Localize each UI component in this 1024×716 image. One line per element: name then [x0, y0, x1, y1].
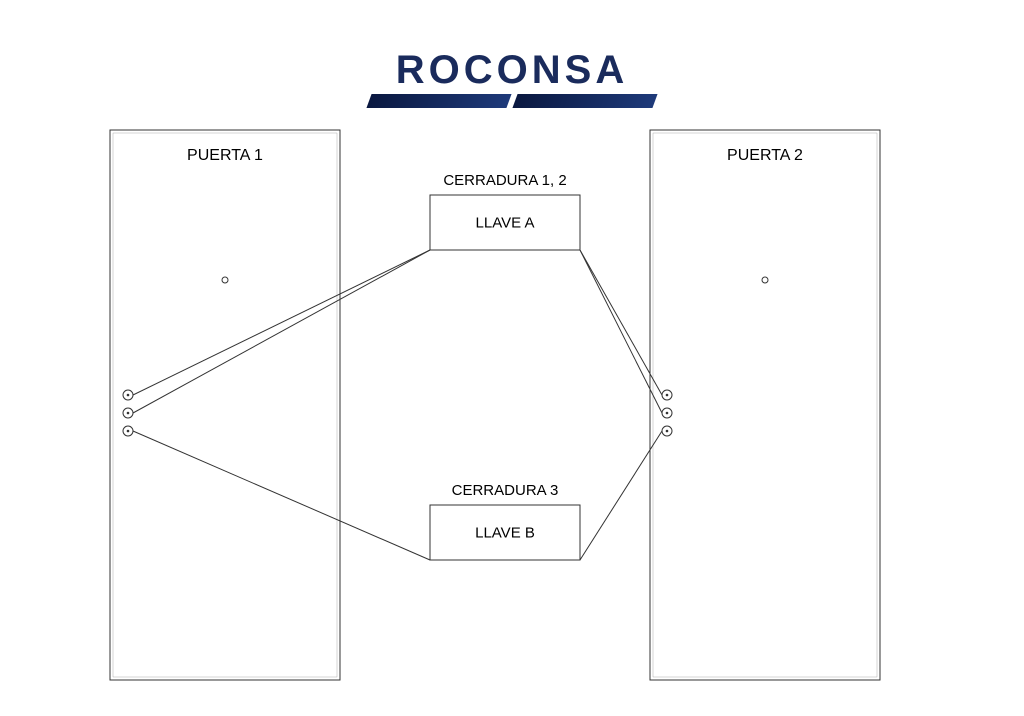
- d2-l1: [662, 390, 672, 400]
- door1-inner: [113, 133, 337, 677]
- door1-label: PUERTA 1: [187, 147, 263, 164]
- logo-bars: [369, 94, 655, 108]
- d1-l1: [123, 390, 133, 400]
- edge-keyA-left-d1-l2: [133, 250, 430, 413]
- edge-keyA-left-d1-l1: [133, 250, 430, 395]
- door1-frame: [110, 130, 340, 680]
- door2-label: PUERTA 2: [727, 147, 803, 164]
- d2-l3: [662, 426, 672, 436]
- keyA-box: [430, 195, 580, 250]
- keyB-header: CERRADURA 3: [452, 482, 559, 499]
- logo-text: ROCONSA: [369, 50, 655, 90]
- edge-keyB-right-d2-l3: [580, 431, 662, 560]
- edge-keyA-right-d2-l2: [580, 250, 662, 413]
- keyA-label: LLAVE A: [476, 215, 535, 232]
- keyB-label: LLAVE B: [475, 525, 535, 542]
- door2-frame: [650, 130, 880, 680]
- brand-logo: ROCONSA: [369, 50, 655, 108]
- keyB-box: [430, 505, 580, 560]
- edge-keyA-right-d2-l1: [580, 250, 662, 395]
- edge-keyB-left-d1-l3: [133, 431, 430, 560]
- door1-peephole: [222, 277, 228, 283]
- door2-peephole: [762, 277, 768, 283]
- door2-inner: [653, 133, 877, 677]
- d1-l2: [123, 408, 133, 418]
- d1-l3: [123, 426, 133, 436]
- keyA-header: CERRADURA 1, 2: [443, 172, 566, 189]
- d2-l2: [662, 408, 672, 418]
